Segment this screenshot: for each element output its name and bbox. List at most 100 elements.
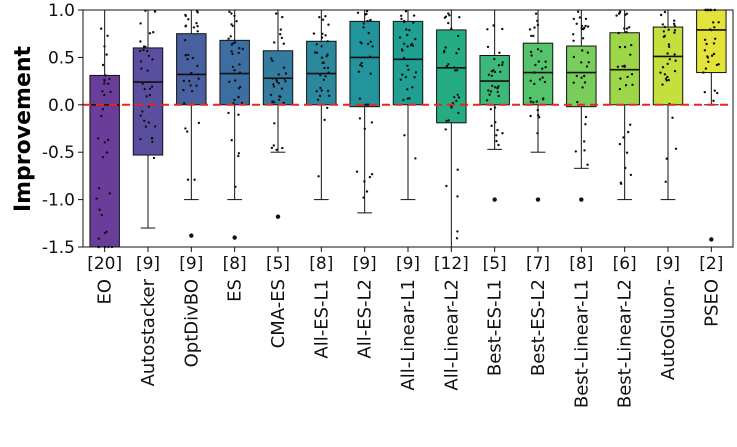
observation-point — [183, 102, 186, 105]
observation-point — [407, 68, 410, 72]
count-label-11: [7] — [526, 254, 550, 274]
observation-point — [320, 45, 323, 48]
observation-point — [233, 69, 236, 72]
observation-point — [533, 26, 536, 29]
observation-point — [456, 230, 459, 233]
observation-point — [624, 166, 627, 170]
observation-point — [411, 44, 415, 47]
observation-point — [402, 56, 406, 60]
observation-point — [495, 139, 498, 143]
observation-point — [402, 98, 405, 102]
observation-point — [193, 178, 196, 181]
observation-point — [497, 143, 500, 147]
observation-point — [584, 17, 588, 21]
observation-point — [154, 125, 157, 128]
observation-point — [148, 94, 152, 97]
box-iqr — [479, 55, 510, 106]
observation-point — [100, 27, 103, 30]
observation-point — [538, 78, 542, 81]
observation-point — [455, 52, 458, 55]
observation-point — [358, 117, 362, 120]
observation-point — [672, 22, 676, 25]
box-iqr — [522, 42, 554, 106]
observation-point — [406, 64, 409, 68]
observation-point — [358, 97, 362, 100]
observation-point — [323, 118, 326, 122]
observation-point — [238, 71, 242, 74]
count-label-14: [9] — [656, 254, 680, 274]
observation-point — [673, 29, 677, 32]
observation-point — [536, 132, 539, 135]
count-label-1: [20] — [87, 254, 122, 274]
observation-point — [448, 14, 451, 17]
observation-point — [536, 113, 540, 117]
observation-point — [191, 56, 195, 60]
observation-point — [278, 95, 281, 98]
observation-point — [529, 114, 532, 118]
observation-point — [275, 12, 278, 15]
observation-point — [487, 89, 490, 92]
observation-point — [196, 64, 199, 68]
box-group-1 — [89, 9, 120, 249]
observation-point — [322, 61, 325, 64]
observation-point — [272, 85, 276, 88]
observation-point — [667, 45, 671, 48]
observation-point — [715, 63, 719, 67]
observation-point — [184, 24, 188, 27]
observation-point — [283, 77, 286, 81]
observation-point — [572, 33, 575, 36]
y-tick-label: 1.0 — [48, 1, 75, 21]
observation-point — [273, 41, 276, 44]
observation-point — [583, 140, 586, 143]
observation-point — [576, 100, 579, 104]
observation-point — [363, 127, 366, 130]
category-label-11: Best-ES-L2 — [528, 279, 549, 376]
observation-point — [494, 86, 497, 89]
observation-point — [585, 65, 589, 68]
observation-point — [583, 74, 586, 78]
observation-point — [148, 32, 152, 35]
observation-point — [630, 43, 633, 47]
observation-point — [139, 40, 142, 43]
observation-point — [359, 63, 362, 67]
observation-point — [366, 42, 370, 46]
observation-point — [284, 72, 288, 75]
observation-point — [362, 26, 365, 29]
observation-point — [399, 78, 402, 81]
observation-point — [105, 230, 108, 233]
observation-point — [501, 61, 504, 64]
observation-point — [143, 87, 146, 91]
observation-point — [365, 190, 369, 193]
observation-point — [362, 196, 365, 199]
observation-point — [282, 101, 285, 105]
observation-point — [326, 106, 329, 110]
observation-point — [710, 54, 714, 57]
observation-point — [580, 27, 583, 30]
observation-point — [412, 14, 416, 17]
observation-point — [457, 96, 461, 99]
box-iqr — [436, 29, 467, 124]
observation-point — [152, 156, 156, 160]
observation-point — [105, 151, 109, 154]
observation-point — [184, 13, 187, 17]
observation-point — [316, 98, 320, 102]
observation-point — [400, 14, 403, 17]
observation-point — [239, 85, 242, 89]
observation-point — [237, 95, 240, 99]
observation-point — [139, 22, 142, 25]
observation-point — [368, 175, 372, 179]
observation-point — [271, 100, 274, 103]
observation-point — [447, 62, 450, 66]
box-group-7 — [349, 9, 380, 214]
observation-point — [529, 50, 533, 54]
count-label-2: [9] — [136, 254, 160, 274]
box-iqr — [392, 20, 424, 106]
box-group-8 — [392, 9, 424, 201]
box-group-2 — [132, 9, 164, 229]
observation-point — [187, 53, 190, 57]
box-group-3 — [176, 9, 207, 238]
box-group-9 — [436, 9, 467, 248]
observation-point — [406, 88, 409, 91]
count-label-9: [12] — [434, 254, 469, 274]
observation-point — [401, 73, 404, 76]
